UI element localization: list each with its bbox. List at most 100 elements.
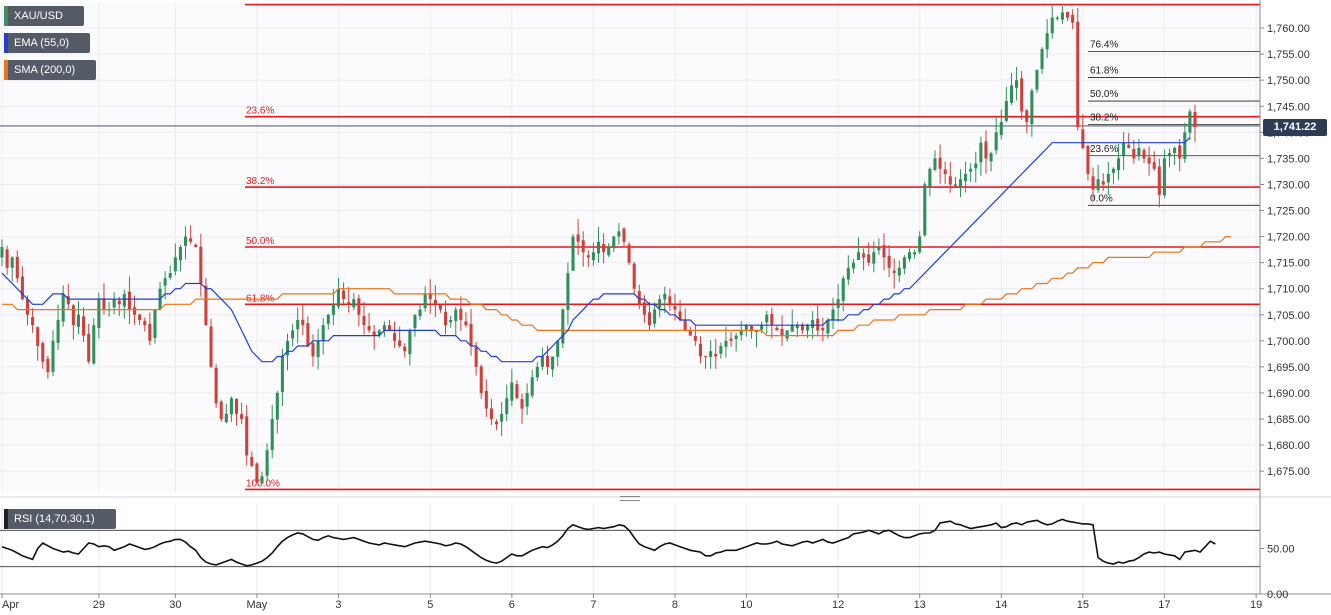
- candle-body: [347, 302, 351, 305]
- candle-body: [938, 157, 942, 169]
- rsi-swatch: [4, 509, 8, 529]
- y-tick-label: 1,680.00: [1267, 440, 1310, 452]
- candle-body: [301, 319, 305, 326]
- candle-body: [1173, 147, 1177, 153]
- candle-body: [923, 184, 927, 236]
- fib-level-label: 100.0%: [246, 478, 280, 489]
- candle-body: [464, 321, 468, 326]
- candle-body: [999, 121, 1003, 136]
- panel-resize-handle[interactable]: [620, 496, 640, 501]
- candle-body: [668, 296, 672, 305]
- candle-body: [1137, 147, 1141, 157]
- candle-body: [1152, 162, 1156, 169]
- candle-body: [1111, 168, 1115, 173]
- candle-body: [382, 325, 386, 331]
- candle-body: [352, 299, 356, 308]
- x-tick-label: 19: [1250, 599, 1262, 611]
- x-tick-label: 29: [93, 599, 105, 611]
- candle-body: [515, 384, 519, 399]
- candle-body: [928, 168, 932, 187]
- rsi-label: RSI (14,70,30,1): [14, 513, 95, 525]
- candle-body: [887, 255, 891, 268]
- y-tick-label: 1,695.00: [1267, 362, 1310, 374]
- candle-body: [178, 247, 182, 261]
- y-tick-label: 1,725.00: [1267, 206, 1310, 218]
- legend-rsi[interactable]: RSI (14,70,30,1): [4, 509, 116, 529]
- candle-body: [622, 228, 626, 242]
- candle-body: [897, 267, 901, 276]
- candle-body: [637, 291, 641, 305]
- candle-body: [1147, 157, 1151, 164]
- candle-body: [184, 236, 188, 246]
- rsi-line: [1, 518, 1216, 567]
- candle-body: [474, 347, 478, 367]
- candle-body: [31, 316, 35, 326]
- candle-body: [250, 456, 254, 466]
- candle-body: [882, 245, 886, 258]
- candle-body: [367, 325, 371, 331]
- candle-body: [1020, 78, 1024, 112]
- candle-body: [224, 413, 228, 423]
- candle-body: [1035, 69, 1039, 90]
- x-tick-label: 10: [740, 599, 752, 611]
- candle-body: [204, 285, 208, 326]
- candle-body: [591, 252, 595, 261]
- x-tick-label: 14: [995, 599, 1007, 611]
- y-tick-label: 1,685.00: [1267, 414, 1310, 426]
- candle-body: [484, 390, 488, 409]
- candle-body: [571, 236, 575, 271]
- candle-body: [296, 319, 300, 330]
- candle-body: [673, 306, 677, 310]
- candle-body: [444, 311, 448, 326]
- y-tick-label: 1,745.00: [1267, 101, 1310, 113]
- rsi-tick-label: 0.00: [1267, 589, 1288, 601]
- candle-body: [816, 318, 820, 331]
- legend-sma[interactable]: SMA (200,0): [4, 60, 96, 80]
- x-tick-label: 3: [335, 599, 341, 611]
- candle-body: [46, 358, 50, 373]
- candle-body: [489, 408, 493, 420]
- candle-body: [958, 179, 963, 187]
- candle-body: [0, 247, 4, 258]
- candle-body: [500, 413, 504, 422]
- candle-body: [291, 330, 295, 339]
- candle-body: [974, 163, 978, 169]
- y-tick-label: 1,750.00: [1267, 75, 1310, 87]
- candle-body: [56, 319, 60, 343]
- candle-body: [918, 236, 922, 253]
- candle-body: [510, 382, 514, 401]
- candle-body: [709, 351, 713, 357]
- candle-body: [795, 325, 799, 329]
- x-tick-label: 13: [914, 599, 926, 611]
- candle-body: [841, 278, 845, 301]
- y-tick-label: 1,720.00: [1267, 232, 1310, 244]
- candle-body: [316, 340, 320, 358]
- candle-body: [780, 328, 784, 336]
- candle-body: [285, 340, 290, 356]
- candle-body: [530, 377, 534, 396]
- fib-level-label: 50.0%: [246, 236, 274, 247]
- y-tick-label: 1,730.00: [1267, 179, 1310, 191]
- rsi-tick-label: 50.00: [1267, 544, 1295, 556]
- candle-body: [755, 330, 759, 333]
- candle-body: [433, 299, 437, 305]
- candle-body: [449, 319, 453, 323]
- candle-body: [326, 314, 330, 324]
- y-tick-label: 1,690.00: [1267, 388, 1310, 400]
- candle-body: [821, 328, 825, 331]
- x-tick-label: 17: [1158, 599, 1170, 611]
- candle-body: [306, 323, 310, 347]
- fib-small-label: 23.6%: [1090, 144, 1118, 155]
- candle-body: [423, 293, 427, 309]
- candle-body: [1071, 14, 1075, 23]
- legend-symbol[interactable]: XAU/USD: [4, 6, 84, 26]
- candle-body: [785, 330, 789, 339]
- y-tick-label: 1,735.00: [1267, 153, 1310, 165]
- candle-body: [617, 231, 621, 237]
- candle-body: [214, 367, 218, 404]
- candle-body: [122, 293, 126, 307]
- candle-body: [36, 327, 40, 347]
- candle-body: [1157, 166, 1161, 195]
- legend-ema[interactable]: EMA (55,0): [4, 33, 90, 53]
- fib-level-label: 38.2%: [246, 176, 274, 187]
